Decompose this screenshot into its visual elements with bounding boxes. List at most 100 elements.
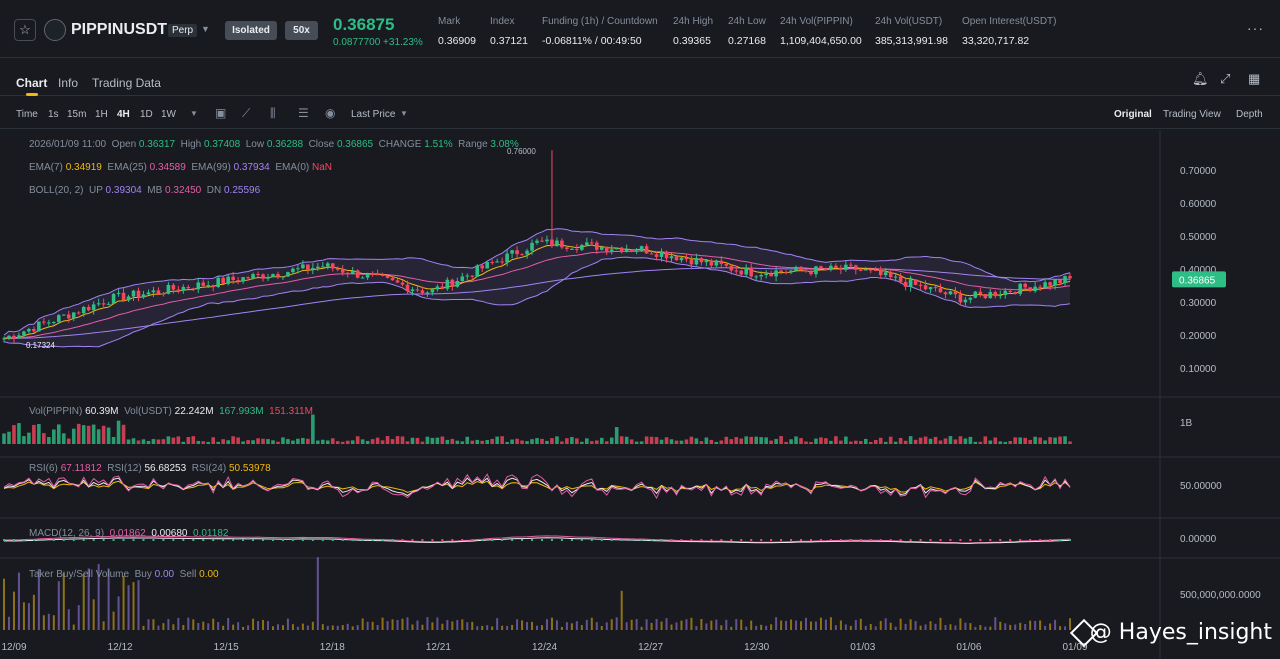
taker-volume-bar (675, 622, 678, 630)
volume-bar (1053, 437, 1057, 444)
volume-bar (251, 440, 255, 444)
price-type-caret-icon[interactable]: ▼ (400, 109, 408, 118)
macd-histogram-bar (540, 539, 543, 541)
calendar-icon[interactable]: ▣ (215, 106, 227, 120)
candle-body (176, 289, 181, 291)
volume-bar (291, 440, 295, 444)
fullscreen-icon[interactable]: ⤢ (1220, 71, 1231, 86)
stat-value: 1,109,404,650.00 (780, 35, 862, 47)
view-depth[interactable]: Depth (1236, 109, 1263, 120)
volume-bar (709, 439, 714, 444)
volume-bar (281, 437, 285, 444)
bollinger-lower-line (3, 256, 1071, 348)
taker-volume-bar (824, 619, 827, 630)
volume-bar (878, 437, 883, 444)
ema99-line (3, 267, 1071, 339)
tab-info[interactable]: Info (58, 76, 79, 90)
candle-body (739, 270, 744, 275)
volume-bar (470, 440, 475, 444)
stat-24h-vol-base: 24h Vol(PIPPIN) 1,109,404,650.00 (780, 16, 862, 47)
taker-volume-bar (3, 578, 5, 630)
interval-4h[interactable]: 4H (117, 109, 130, 120)
candle-body (1068, 276, 1072, 279)
taker-volume-bar (47, 613, 50, 630)
volume-bar (81, 425, 86, 444)
taker-volume-bar (152, 619, 155, 630)
interval-1h[interactable]: 1H (95, 109, 108, 120)
volume-bar (166, 436, 171, 444)
taker-volume-bar (516, 619, 519, 630)
volume-bar (181, 441, 186, 444)
price-type-select[interactable]: Last Price (351, 109, 396, 120)
candle-body (938, 288, 943, 293)
interval-time[interactable]: Time (16, 109, 38, 120)
macd-histogram-bar (301, 539, 304, 541)
interval-dropdown-icon[interactable]: ▼ (190, 109, 198, 118)
candle-body (211, 285, 216, 287)
taker-volume-bar (889, 622, 892, 630)
stat-value: 0.39365 (673, 35, 711, 47)
volume-bar (659, 439, 664, 444)
interval-15m[interactable]: 15m (67, 109, 87, 120)
view-original[interactable]: Original (1114, 109, 1152, 120)
taker-volume-bar (371, 621, 374, 630)
more-options-icon[interactable]: ··· (1247, 20, 1264, 36)
macd-histogram-bar (122, 539, 125, 541)
interval-1s[interactable]: 1s (48, 109, 59, 120)
grid-layout-icon[interactable]: ▦ (1248, 71, 1261, 86)
volume-bar (17, 423, 21, 444)
candle-body (1003, 290, 1008, 295)
candle-body (1018, 283, 1023, 294)
taker-volume-bar (805, 617, 808, 630)
taker-volume-bar (62, 572, 65, 630)
volume-bar (734, 437, 739, 444)
candle-body (898, 276, 903, 282)
tab-chart[interactable]: Chart (16, 76, 48, 90)
taker-volume-bar (849, 625, 852, 630)
volume-bar (968, 436, 973, 444)
indicator-icon[interactable]: ⟋ (242, 106, 251, 120)
candle-body (913, 279, 918, 285)
candle-body (540, 240, 544, 242)
tab-trading-data[interactable]: Trading Data (92, 76, 161, 90)
candle-body (390, 277, 395, 281)
volume-bar (271, 440, 275, 444)
taker-volume-bar (436, 617, 439, 630)
chart-area[interactable]: 0.70000 0.60000 0.50000 0.40000 0.30000 0.200… (0, 130, 1280, 659)
candle-body (510, 250, 514, 254)
volume-bar (186, 437, 191, 444)
macd-histogram-bar (531, 539, 534, 541)
macd-histogram-bar (610, 539, 613, 541)
vol-quote-value: 22.242M (174, 406, 214, 417)
leverage-button[interactable]: 50x (285, 21, 318, 40)
taker-volume-bar (521, 620, 524, 630)
favorite-star-icon[interactable]: ☆ (14, 19, 36, 41)
taker-volume-bar (790, 619, 793, 630)
symbol-dropdown-caret-icon[interactable]: ▼ (201, 24, 210, 34)
candle-body (978, 291, 983, 295)
macd-histogram-bar (32, 539, 35, 541)
taker-volume-bar (12, 591, 15, 630)
volume-bar (829, 440, 833, 444)
view-trading-view[interactable]: Trading View (1163, 109, 1221, 120)
interval-1w[interactable]: 1W (161, 109, 176, 120)
macd-histogram-bar (969, 539, 972, 541)
margin-mode-button[interactable]: Isolated (225, 21, 277, 40)
stat-value: 0.36909 (438, 35, 476, 47)
stat-mark: Mark 0.36909 (438, 16, 476, 47)
taker-volume-bar (262, 619, 265, 630)
taker-volume-bar (326, 625, 329, 630)
settings-sliders-icon[interactable]: ☰ (298, 106, 309, 120)
symbol-name[interactable]: PIPPINUSDT (71, 21, 168, 38)
chart-type-icon[interactable]: ⫼ (270, 106, 276, 120)
interval-1d[interactable]: 1D (140, 109, 153, 120)
taker-sell-value: 0.00 (199, 569, 219, 580)
price-chart-svg[interactable]: 0.70000 0.60000 0.50000 0.40000 0.30000 0.200… (0, 130, 1280, 659)
volume-bar (699, 441, 704, 444)
volume-bar (859, 441, 863, 444)
volume-bar (495, 436, 499, 444)
bell-alert-icon[interactable]: 🔔︎ (1192, 71, 1209, 86)
volume-bar (22, 436, 26, 444)
depth-target-icon[interactable]: ◉ (325, 106, 336, 120)
taker-volume-bar (446, 619, 449, 630)
